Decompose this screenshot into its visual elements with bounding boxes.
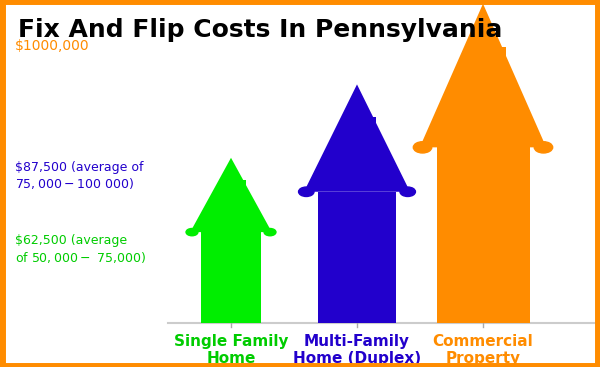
- Circle shape: [534, 142, 553, 153]
- FancyBboxPatch shape: [318, 192, 396, 323]
- Text: Multi-Family
Home (Duplex): Multi-Family Home (Duplex): [293, 334, 421, 366]
- Polygon shape: [420, 4, 546, 147]
- Circle shape: [186, 229, 198, 236]
- Circle shape: [264, 229, 276, 236]
- FancyBboxPatch shape: [437, 147, 530, 323]
- Text: $87,500 (average of
$75,000 - $100 000): $87,500 (average of $75,000 - $100 000): [15, 161, 143, 191]
- FancyBboxPatch shape: [238, 180, 246, 208]
- FancyBboxPatch shape: [201, 232, 261, 323]
- Circle shape: [299, 187, 314, 196]
- Text: $1000,000: $1000,000: [15, 39, 89, 53]
- Circle shape: [400, 187, 415, 196]
- Text: Fix And Flip Costs In Pennsylvania: Fix And Flip Costs In Pennsylvania: [18, 18, 502, 42]
- Text: $62,500 (average
of $50,000 - $ 75,000): $62,500 (average of $50,000 - $ 75,000): [15, 235, 146, 265]
- FancyBboxPatch shape: [367, 117, 377, 157]
- Text: Commercial
Property: Commercial Property: [433, 334, 533, 366]
- Polygon shape: [190, 158, 272, 232]
- Circle shape: [413, 142, 432, 153]
- FancyBboxPatch shape: [494, 47, 506, 101]
- Text: Single Family
Home: Single Family Home: [174, 334, 288, 366]
- Polygon shape: [304, 84, 410, 192]
